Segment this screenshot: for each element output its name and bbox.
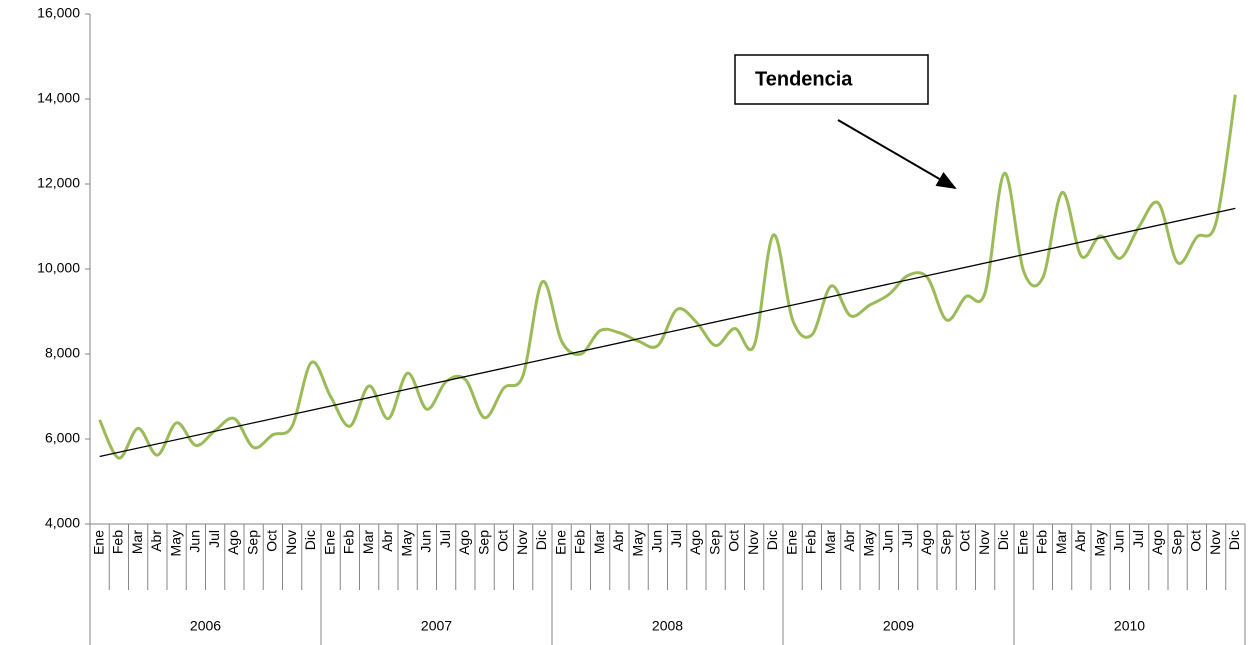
x-tick-label: Feb — [1034, 530, 1050, 554]
x-tick-label: Ene — [1014, 530, 1030, 555]
x-tick-label: Ene — [90, 530, 106, 555]
x-tick-label: May — [398, 530, 414, 556]
x-tick-label: Feb — [341, 530, 357, 554]
x-tick-label: May — [860, 530, 876, 556]
x-tick-label: Oct — [264, 530, 280, 552]
x-tick-label: Mar — [822, 530, 838, 554]
x-tick-label: Sep — [937, 530, 953, 555]
x-tick-label: Jul — [1130, 530, 1146, 548]
x-tick-label: Jul — [206, 530, 222, 548]
x-tick-label: Dic — [764, 530, 780, 550]
x-tick-label: Feb — [572, 530, 588, 554]
y-tick-label: 14,000 — [37, 90, 80, 106]
x-tick-label: Abr — [610, 530, 626, 552]
x-tick-label: Sep — [1168, 530, 1184, 555]
x-tick-label: Jun — [880, 530, 896, 553]
x-tick-label: Ene — [783, 530, 799, 555]
x-tick-label: Feb — [110, 530, 126, 554]
x-tick-label: Jul — [437, 530, 453, 548]
x-tick-label: Sep — [706, 530, 722, 555]
year-label: 2010 — [1114, 618, 1145, 634]
x-tick-label: Ago — [225, 530, 241, 555]
x-tick-label: May — [1091, 530, 1107, 556]
x-tick-label: Dic — [995, 530, 1011, 550]
x-tick-label: Nov — [514, 530, 530, 555]
x-tick-label: Jun — [1111, 530, 1127, 553]
year-label: 2009 — [883, 618, 914, 634]
x-tick-label: Mar — [591, 530, 607, 554]
x-tick-label: Jun — [187, 530, 203, 553]
y-tick-label: 4,000 — [45, 515, 80, 531]
x-tick-label: Ene — [552, 530, 568, 555]
x-tick-label: Jun — [418, 530, 434, 553]
year-label: 2008 — [652, 618, 683, 634]
year-label: 2006 — [190, 618, 221, 634]
x-tick-label: Oct — [726, 530, 742, 552]
trendline — [99, 207, 1236, 458]
x-tick-label: Nov — [976, 530, 992, 555]
x-tick-label: Ene — [321, 530, 337, 555]
x-tick-label: Jul — [899, 530, 915, 548]
x-tick-label: May — [167, 530, 183, 556]
x-tick-label: Abr — [148, 530, 164, 552]
annotation-arrow — [837, 119, 957, 190]
x-tick-label: Abr — [379, 530, 395, 552]
x-tick-label: Feb — [803, 530, 819, 554]
x-tick-label: May — [629, 530, 645, 556]
x-tick-label: Jul — [668, 530, 684, 548]
x-tick-label: Nov — [745, 530, 761, 555]
x-tick-label: Nov — [283, 530, 299, 555]
annotation-box — [734, 54, 929, 105]
x-tick-label: Mar — [360, 530, 376, 554]
x-tick-label: Dic — [302, 530, 318, 550]
x-tick-label: Nov — [1207, 530, 1223, 555]
x-tick-label: Sep — [475, 530, 491, 555]
x-tick-label: Ago — [456, 530, 472, 555]
x-tick-label: Mar — [1053, 530, 1069, 554]
x-tick-label: Oct — [1188, 530, 1204, 552]
y-tick-label: 8,000 — [45, 345, 80, 361]
x-tick-label: Oct — [495, 530, 511, 552]
x-tick-label: Abr — [1072, 530, 1088, 552]
annotation: Tendencia — [755, 68, 853, 90]
year-label: 2007 — [421, 618, 452, 634]
y-tick-label: 6,000 — [45, 430, 80, 446]
x-tick-label: Abr — [841, 530, 857, 552]
y-tick-label: 10,000 — [37, 260, 80, 276]
x-tick-label: Jun — [649, 530, 665, 553]
x-tick-label: Ago — [687, 530, 703, 555]
data-line — [98, 94, 1237, 460]
x-tick-label: Ago — [1149, 530, 1165, 555]
x-tick-label: Sep — [244, 530, 260, 555]
y-tick-label: 12,000 — [37, 175, 80, 191]
x-tick-label: Oct — [957, 530, 973, 552]
x-tick-label: Dic — [1226, 530, 1242, 550]
y-tick-label: 16,000 — [37, 5, 80, 21]
x-tick-label: Ago — [918, 530, 934, 555]
x-tick-label: Mar — [129, 530, 145, 554]
x-tick-label: Dic — [533, 530, 549, 550]
